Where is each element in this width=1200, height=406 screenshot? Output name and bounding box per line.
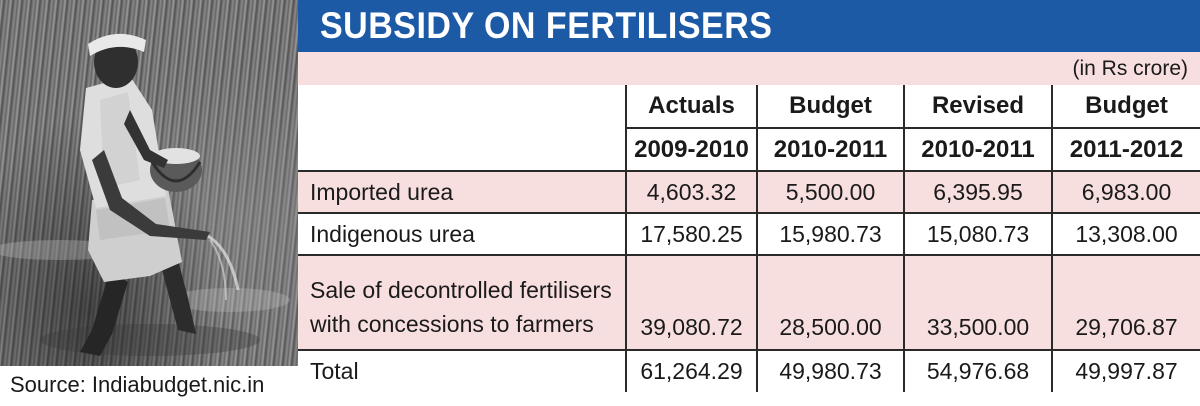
table-cell: 28,500.00 <box>756 254 904 350</box>
row-label: Indigenous urea <box>298 212 626 255</box>
table-row-total: Total 61,264.29 49,980.73 54,976.68 49,9… <box>298 349 1200 392</box>
title-band: SUBSIDY ON FERTILISERS <box>298 0 1200 52</box>
table-cell: 5,500.00 <box>756 170 904 213</box>
table-row: Indigenous urea 17,580.25 15,980.73 15,0… <box>298 212 1200 255</box>
table-cell: 61,264.29 <box>625 349 757 392</box>
column-header-period: 2011-2012 <box>1051 127 1200 171</box>
header-row-period: 2009-2010 2010-2011 2010-2011 2011-2012 <box>298 127 1200 171</box>
table-cell: 33,500.00 <box>903 254 1052 350</box>
source-note: Source: Indiabudget.nic.in <box>10 372 265 397</box>
table-cell: 29,706.87 <box>1051 254 1200 350</box>
table-cell: 6,395.95 <box>903 170 1052 213</box>
column-header-kind: Revised <box>903 85 1052 128</box>
table-row: Sale of decontrolled fertilisers with co… <box>298 254 1200 350</box>
header-blank <box>298 128 626 171</box>
table-row: Imported urea 4,603.32 5,500.00 6,395.95… <box>298 170 1200 213</box>
header-row-kind: Actuals Budget Revised Budget <box>298 85 1200 128</box>
subsidy-table: (in Rs crore) Actuals Budget Revised Bud… <box>298 52 1200 392</box>
row-label: Total <box>298 349 626 392</box>
column-header-period: 2010-2011 <box>756 127 904 171</box>
table-cell: 13,308.00 <box>1051 212 1200 255</box>
table-cell: 39,080.72 <box>625 254 757 350</box>
row-label-line: with concessions to farmers <box>310 311 594 337</box>
table-cell: 6,983.00 <box>1051 170 1200 213</box>
row-label: Sale of decontrolled fertilisers with co… <box>298 254 626 350</box>
column-header-kind: Budget <box>756 85 904 128</box>
column-header-period: 2009-2010 <box>625 127 757 171</box>
column-header-period: 2010-2011 <box>903 127 1052 171</box>
row-label-line: Sale of decontrolled fertilisers <box>310 277 612 303</box>
data-table: Actuals Budget Revised Budget 2009-2010 … <box>298 85 1200 392</box>
table-cell: 17,580.25 <box>625 212 757 255</box>
table-cell: 15,080.73 <box>903 212 1052 255</box>
column-header-kind: Budget <box>1051 85 1200 128</box>
table-cell: 4,603.32 <box>625 170 757 213</box>
row-label: Imported urea <box>298 170 626 213</box>
unit-note-row: (in Rs crore) <box>298 52 1200 85</box>
farmer-photo <box>0 0 298 366</box>
header-blank <box>298 85 626 128</box>
table-cell: 49,997.87 <box>1051 349 1200 392</box>
chart-title: SUBSIDY ON FERTILISERS <box>320 4 773 46</box>
column-header-kind: Actuals <box>625 85 757 128</box>
table-cell: 49,980.73 <box>756 349 904 392</box>
table-cell: 54,976.68 <box>903 349 1052 392</box>
table-cell: 15,980.73 <box>756 212 904 255</box>
unit-note: (in Rs crore) <box>1072 56 1188 80</box>
farmer-illustration <box>0 33 290 356</box>
